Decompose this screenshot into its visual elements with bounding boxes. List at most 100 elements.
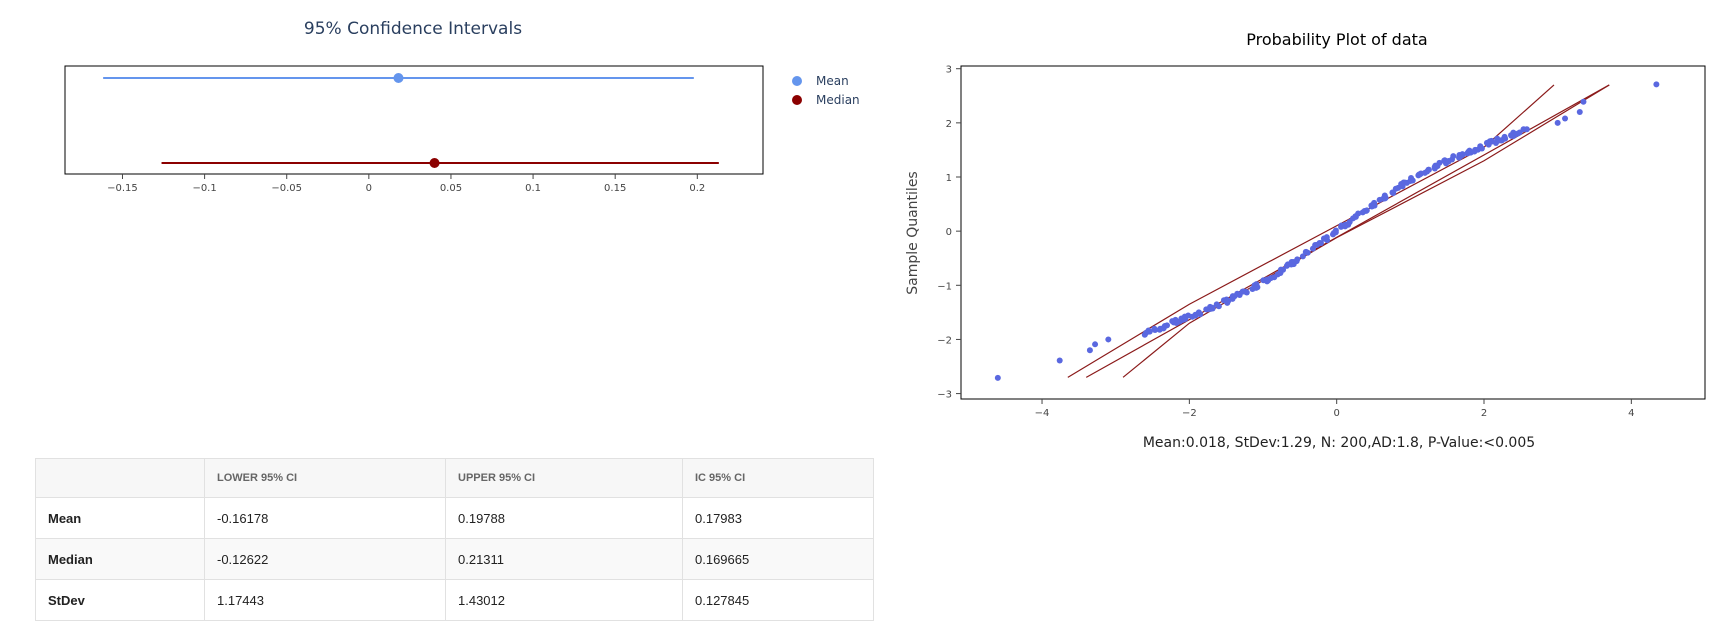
pp-data-point [1271,274,1278,281]
pp-data-point [1653,81,1660,88]
pp-fit-line [1085,84,1610,378]
pp-data-point [1436,159,1443,166]
pp-data-point [1450,153,1457,160]
pp-data-point [1485,141,1492,148]
pp-data-point [1324,237,1331,244]
pp-data-point [1316,239,1323,246]
table-cell: 0.169665 [682,538,874,580]
table-cell: 0.17983 [682,497,874,539]
legend-mean-marker [792,76,802,86]
pp-data-point [1371,199,1378,206]
pp-ylabel: Sample Quantiles [905,171,921,294]
pp-x-tick-label: 4 [1628,408,1634,419]
pp-x-tick-label: −2 [1182,408,1197,419]
ci-x-tick-label: −0.15 [107,183,138,194]
ci-point-mean [393,73,404,83]
pp-y-tick-label: −1 [937,281,952,292]
pp-data-point [1416,171,1423,178]
pp-data-point [1234,290,1241,297]
pp-data-point [1195,310,1202,317]
pp-footer-stats: Mean:0.018, StDev:1.29, N: 200,AD:1.8, P… [1143,435,1535,451]
table-cell: 1.17443 [204,579,446,621]
table-row: Median -0.12622 0.21311 0.169665 [35,538,874,580]
ci-x-tick-label: 0.05 [440,183,462,194]
pp-data-point [1299,253,1306,260]
pp-lower-band [1122,84,1610,378]
ci-x-tick-label: 0.2 [689,183,705,194]
pp-data-point [1056,357,1063,364]
pp-upper-band [1067,84,1555,378]
ci-x-tick-label: 0 [366,183,372,194]
ci-x-tick-label: −0.05 [271,183,302,194]
confidence-interval-chart: 95% Confidence Intervals −0.15 −0.1 −0.05 0… [64,19,860,194]
pp-data-point [1562,115,1569,122]
pp-data-point [1381,192,1388,199]
pp-data-point [1092,341,1099,348]
pp-x-tick-label: −4 [1035,408,1050,419]
table-cell: -0.12622 [204,538,446,580]
pp-data-point [1402,179,1409,186]
ci-x-tick-label: 0.15 [604,183,626,194]
pp-data-point [1355,210,1362,217]
ci-chart-title: 95% Confidence Intervals [304,19,522,39]
pp-data-point [1363,207,1370,214]
pp-x-tick-label: 2 [1481,408,1487,419]
pp-y-tick-label: 2 [946,119,952,130]
pp-data-point [1465,148,1472,155]
pp-data-point [1554,119,1561,126]
pp-y-tick-label: 1 [946,173,952,184]
pp-y-tick-label: −2 [937,335,952,346]
pp-data-point [1209,305,1216,312]
table-cell: 0.127845 [682,579,874,621]
pp-data-point [1105,336,1112,343]
probability-plot: Probability Plot of data Sample Quantile… [905,30,1706,451]
table-header-empty [35,458,205,498]
table-cell: 1.43012 [445,579,683,621]
pp-y-tick-label: −3 [937,390,952,401]
ci-point-median [429,158,440,168]
table-row: Mean -0.16178 0.19788 0.17983 [35,497,874,539]
pp-data-point [1303,248,1310,255]
pp-data-point [1277,266,1284,273]
ci-x-tick-label: 0.1 [525,183,541,194]
table-cell: -0.16178 [204,497,446,539]
pp-y-tick-label: 3 [946,65,952,76]
pp-data-point [1254,284,1261,291]
pp-data-point [1294,256,1301,263]
table-cell: Mean [35,497,205,539]
pp-data-point [1431,165,1438,172]
pp-plot-area [960,65,1706,400]
legend-mean-label: Mean [816,74,849,88]
pp-data-point [1164,322,1171,329]
pp-data-point [1523,126,1530,133]
pp-data-point [1502,135,1509,142]
pp-data-point [1445,157,1452,164]
table-header-lower: LOWER 95% CI [204,458,446,498]
legend-median-label: Median [816,93,860,107]
probability-plot-title: Probability Plot of data [1246,30,1427,49]
pp-data-point [1576,109,1583,116]
pp-y-tick-label: 0 [946,227,952,238]
table-header-row: LOWER 95% CI UPPER 95% CI IC 95% CI [35,458,874,498]
pp-data-point [994,374,1001,381]
table-header-ic: IC 95% CI [682,458,874,498]
pp-data-point [1392,185,1399,192]
table-cell: 0.21311 [445,538,683,580]
pp-data-point [1580,98,1587,105]
pp-data-point [1229,295,1236,302]
pp-data-point [1332,229,1339,236]
pp-data-point [1409,177,1416,184]
ci-table: LOWER 95% CI UPPER 95% CI IC 95% CI Mean… [35,458,874,621]
pp-x-tick-label: 0 [1333,408,1339,419]
pp-data-point [1141,331,1148,338]
ci-x-tick-label: −0.1 [192,183,216,194]
legend-median-marker [792,95,802,105]
pp-data-point [1478,145,1485,152]
ci-legend: Mean Median [792,74,860,107]
table-cell: 0.19788 [445,497,683,539]
table-header-upper: UPPER 95% CI [445,458,683,498]
table-cell: StDev [35,579,205,621]
pp-data-point [1472,146,1479,153]
pp-data-point [1086,347,1093,354]
ci-plot-area [64,65,764,175]
